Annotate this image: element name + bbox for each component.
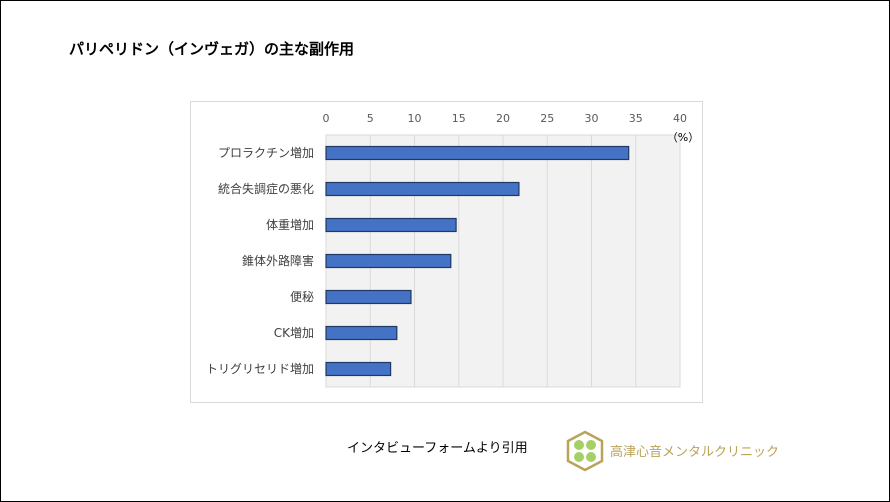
x-tick-label: 5: [367, 112, 374, 125]
page-title: パリペリドン（インヴェガ）の主な副作用: [69, 40, 355, 58]
x-tick-label: 0: [323, 112, 330, 125]
unit-label: （%）: [667, 131, 699, 144]
category-label: トリグリセリド増加: [206, 362, 314, 376]
bar: [325, 217, 457, 233]
x-tick-label: 30: [585, 112, 599, 125]
category-label: プロラクチン増加: [218, 146, 314, 160]
x-tick-label: 20: [496, 112, 510, 125]
category-label: 統合失調症の悪化: [218, 181, 314, 196]
category-label: 便秘: [290, 290, 314, 304]
x-tick-label: 10: [408, 112, 422, 125]
category-label: 錐体外路障害: [242, 253, 314, 268]
bar-chart: 0 5 10 15 20 25 30 35 40 （%） プロラクチン増加 統合失調症の悪化体重増加錐…: [190, 101, 703, 403]
bar: [325, 361, 392, 377]
source-note: インタビューフォームより引用: [347, 441, 528, 456]
bar: [325, 145, 630, 161]
x-tick-label: 15: [452, 112, 466, 125]
bar: [325, 253, 452, 269]
x-tick-label: 35: [629, 112, 643, 125]
category-label: 体重増加: [266, 218, 314, 232]
bar: [325, 325, 398, 341]
x-tick-label: 40: [673, 112, 687, 125]
x-tick-label: 25: [540, 112, 554, 125]
clinic-logo-icon: [566, 430, 604, 472]
bar: [325, 289, 412, 305]
bar: [325, 181, 520, 197]
clinic-name: 高津心音メンタルクリニック: [610, 445, 780, 460]
category-label: CK増加: [274, 326, 314, 340]
chart-svg: 0 5 10 15 20 25 30 35 40 （%） プロラクチン増加統合失調症の悪化体重増加錐…: [206, 112, 699, 388]
